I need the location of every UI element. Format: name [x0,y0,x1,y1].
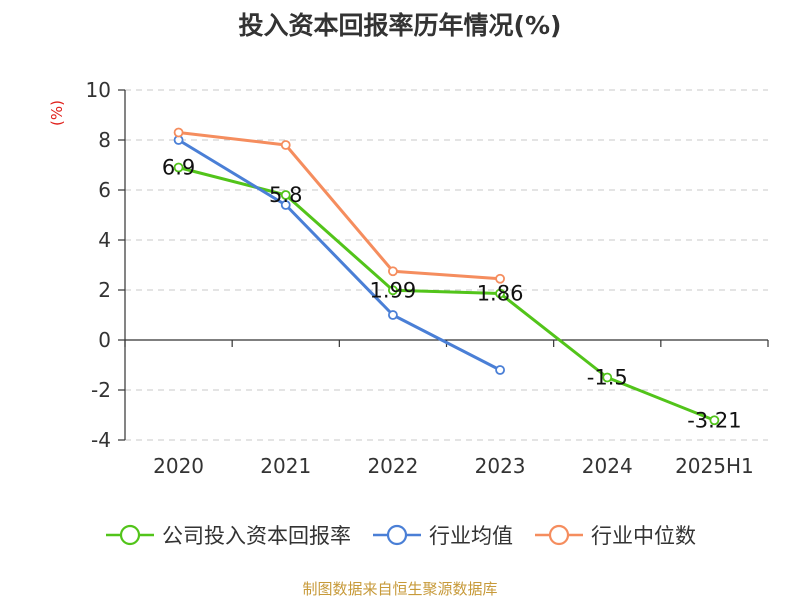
data-label: 1.86 [477,282,524,306]
x-tick-label: 2024 [582,454,633,478]
legend-swatch-icon [373,524,421,546]
legend: 公司投入资本回报率 行业均值 行业中位数 [0,520,800,550]
data-label: -1.5 [587,366,628,390]
series-1 [173,135,505,375]
legend-label: 行业均值 [429,524,513,548]
series-line [177,138,501,372]
series-lines [173,127,720,426]
data-point [280,200,291,210]
series-0 [173,162,720,426]
y-tick-label: 0 [98,328,111,352]
series-line [178,166,715,422]
data-point [602,372,613,383]
legend-item[interactable]: 行业中位数 [533,520,696,550]
legend-label: 公司投入资本回报率 [162,524,351,548]
y-tick-label: 4 [98,228,111,252]
series-line [178,131,501,281]
y-tick-label: -2 [91,378,111,402]
data-label: -3.21 [687,408,741,432]
legend-item[interactable]: 公司投入资本回报率 [104,520,351,550]
y-tick-label: 6 [98,178,111,202]
data-point [280,140,291,150]
legend-item[interactable]: 行业均值 [371,520,513,550]
x-tick-label: 2025H1 [675,454,754,478]
data-point [173,162,184,173]
y-tick-label: 10 [86,78,111,102]
x-tick-label: 2021 [260,454,311,478]
axes: -4 -2 0 2 4 6 8 10 2020 2021 2022 2023 2024 2025H1 [86,78,769,478]
y-tick-label: 2 [98,278,111,302]
y-tick-label: -4 [91,428,111,452]
x-tick-label: 2022 [367,454,418,478]
legend-swatch-icon [535,524,583,546]
x-tick-label: 2023 [475,454,526,478]
data-point [173,127,184,138]
x-tick-label: 2020 [153,454,204,478]
grid-lines [125,89,768,441]
data-point [388,310,398,320]
chart-title: 投入资本回报率历年情况(%) [238,11,562,40]
data-point [495,273,505,284]
data-label: 6.9 [162,156,195,180]
data-label: 1.99 [370,278,417,302]
data-point [280,190,291,200]
data-point [495,365,505,375]
data-point [709,415,720,426]
legend-swatch-icon [106,524,154,546]
series-2 [173,127,505,284]
data-point [388,285,398,296]
data-label: 5.8 [269,183,302,207]
data-labels: 6.9 5.8 1.99 1.86 -1.5 -3.21 [162,156,742,433]
legend-label: 行业中位数 [591,524,696,548]
data-source-note: 制图数据来自恒生聚源数据库 [302,580,498,598]
data-point [388,266,398,277]
y-tick-label: 8 [98,128,111,152]
data-point [495,288,505,299]
